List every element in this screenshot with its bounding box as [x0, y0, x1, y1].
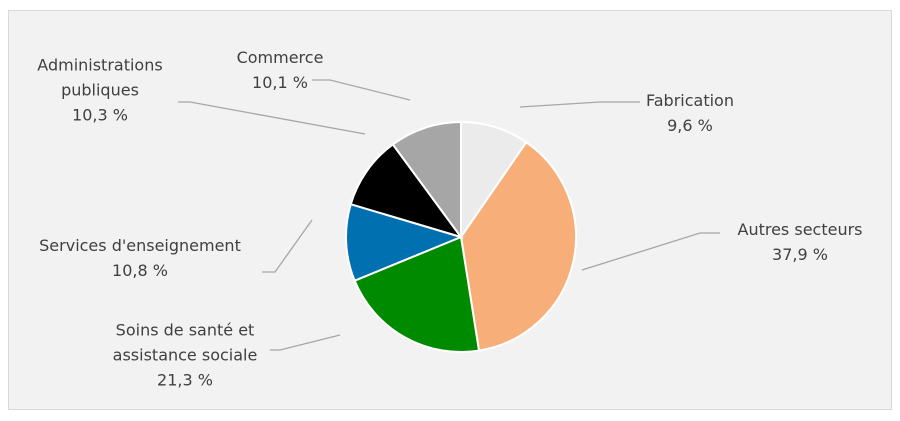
pie-slice — [459, 140, 577, 352]
slice-label: Commerce 10,1 % — [210, 45, 350, 95]
category-label: Services d'enseignement — [39, 236, 241, 255]
value-label: 10,3 % — [72, 105, 128, 125]
value-label: 10,1 % — [252, 73, 308, 92]
category-label: Fabrication — [646, 91, 734, 110]
leader-line — [519, 101, 640, 108]
value-label: 37,9 % — [772, 245, 828, 264]
value-label: 10,8 % — [112, 261, 168, 280]
pie-slice — [349, 142, 464, 239]
leader-line — [270, 334, 341, 351]
leader-line — [178, 101, 366, 135]
slice-label: Soins de santé et assistance sociale 21,3… — [90, 318, 280, 393]
pie-slice — [353, 235, 481, 353]
category-label: Commerce — [236, 48, 324, 67]
category-label: Soins de santé et assistance sociale — [112, 320, 258, 365]
value-label: 9,6 % — [667, 116, 713, 135]
slice-label: Autres secteurs 37,9 % — [710, 217, 890, 267]
leader-line — [262, 219, 313, 273]
pie-slice — [391, 120, 462, 241]
leader-line — [312, 79, 411, 101]
slice-label: Administrations publiques 10,3 % — [15, 53, 185, 128]
slice-label: Services d'enseignement 10,8 % — [10, 233, 270, 283]
pie-slice — [345, 202, 465, 282]
leader-line — [581, 232, 720, 271]
value-label: 21,3 % — [157, 370, 213, 390]
category-label: Autres secteurs — [737, 220, 863, 239]
category-label: Administrations publiques — [37, 55, 163, 100]
slice-label: Fabrication 9,6 % — [610, 88, 770, 138]
